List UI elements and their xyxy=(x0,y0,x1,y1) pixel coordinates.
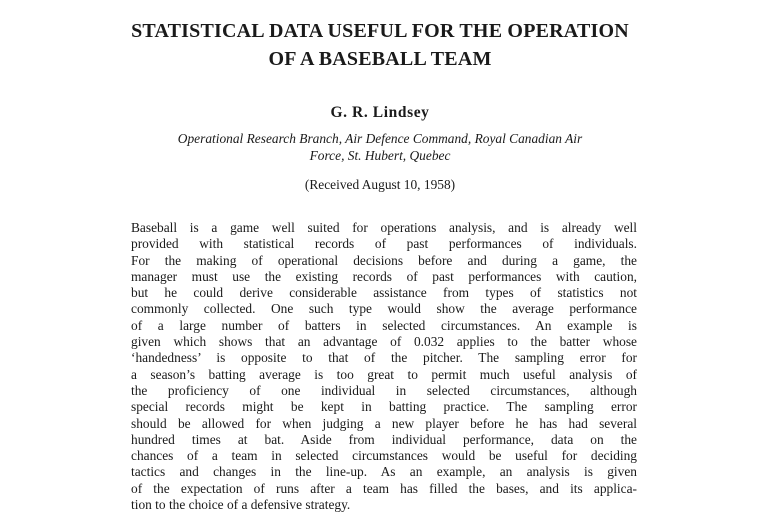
abstract: Baseball is a game well suited for opera… xyxy=(131,220,637,513)
title-line: STATISTICAL DATA USEFUL FOR THE OPERATIO… xyxy=(131,20,629,42)
abstract-line: tion to the choice of a defensive strate… xyxy=(131,497,351,513)
abstract-line: a season’s batting average is too great … xyxy=(131,366,637,382)
abstract-line: special records might be kept in batting… xyxy=(131,399,637,415)
abstract-line: should be allowed for when judging a new… xyxy=(131,415,637,431)
abstract-line: hundred times at bat. Aside from individ… xyxy=(131,431,637,447)
abstract-line: ‘handedness’ is opposite to that of the … xyxy=(131,350,637,366)
abstract-line: tactics and changes in the line-up. As a… xyxy=(131,464,637,480)
abstract-line: but he could derive considerable assista… xyxy=(131,285,637,301)
author-name: G. R. Lindsey xyxy=(330,104,430,121)
abstract-line: manager must use the existing records of… xyxy=(131,268,637,284)
affiliation-line: Operational Research Branch, Air Defence… xyxy=(177,131,583,146)
abstract-line: given which shows that an advantage of 0… xyxy=(131,334,637,350)
affiliation-line: Force, St. Hubert, Quebec xyxy=(309,148,451,163)
abstract-line: commonly collected. One such type would … xyxy=(131,301,637,317)
abstract-line: chances of a team in selected circumstan… xyxy=(131,448,637,464)
title-line: OF A BASEBALL TEAM xyxy=(268,48,492,70)
paper-title: STATISTICAL DATA USEFUL FOR THE OPERATIO… xyxy=(0,17,760,73)
abstract-line: For the making of operational decisions … xyxy=(131,252,637,268)
abstract-line: provided with statistical records of pas… xyxy=(131,236,637,252)
abstract-line: Baseball is a game well suited for opera… xyxy=(131,220,637,235)
received-date: (Received August 10, 1958) xyxy=(304,177,456,192)
abstract-line: of a large number of batters in selected… xyxy=(131,317,637,333)
author-affiliation: Operational Research Branch, Air Defence… xyxy=(130,130,630,164)
abstract-line: the proficiency of one individual in sel… xyxy=(131,382,637,398)
abstract-line: of the expectation of runs after a team … xyxy=(131,480,637,496)
